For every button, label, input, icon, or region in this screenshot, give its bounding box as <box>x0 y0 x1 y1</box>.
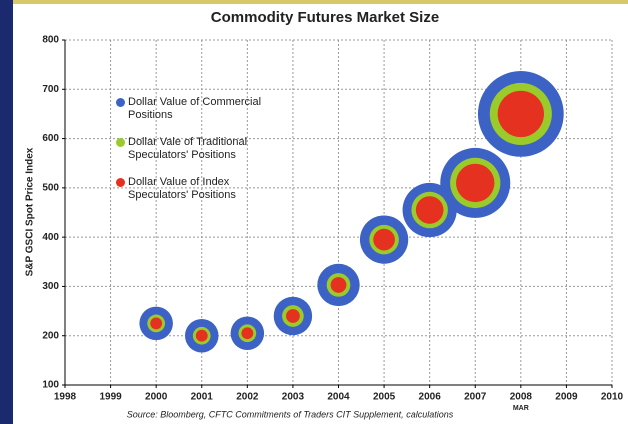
x-tick-label: 2001 <box>191 392 214 403</box>
legend-item: Dollar Value of Index Speculators' Posit… <box>116 176 268 202</box>
y-tick-label: 200 <box>42 330 59 341</box>
x-tick-label: 2004 <box>327 392 350 403</box>
x-tick-label: 2000 <box>145 392 168 403</box>
top-strip <box>0 0 628 4</box>
x-tick-label: 2009 <box>555 392 578 403</box>
source: Source: Bloomberg, CFTC Commitments of T… <box>127 409 454 419</box>
legend-swatch <box>116 138 125 147</box>
legend: Dollar Value of Commercial Positions Doll… <box>116 96 268 216</box>
bubble <box>286 309 300 323</box>
legend-label: Dollar Vale of Traditional Speculators' … <box>128 136 248 161</box>
bubble <box>330 277 347 293</box>
y-tick-label: 400 <box>42 232 59 243</box>
bubble <box>497 90 544 138</box>
y-tick-label: 800 <box>42 35 59 46</box>
y-tick-label: 300 <box>42 281 59 292</box>
bubble <box>373 228 395 251</box>
y-tick-label: 100 <box>42 380 59 391</box>
x-tick-label: 2010 <box>601 392 624 403</box>
y-tick-label: 500 <box>42 182 59 193</box>
legend-label: Dollar Value of Commercial Positions <box>128 96 262 121</box>
bubble <box>415 196 444 224</box>
side-photo <box>0 0 13 424</box>
x-tick-label: 1999 <box>99 392 122 403</box>
x-tick-label: 2007 <box>464 392 487 403</box>
legend-label: Dollar Value of Index Speculators' Posit… <box>128 176 236 201</box>
y-axis-label: S&P GSCI Spot Price Index <box>25 147 36 276</box>
x-tick-label: 2006 <box>419 392 442 403</box>
x-tick-label: 2002 <box>236 392 259 403</box>
bubble <box>241 327 254 340</box>
legend-item: Dollar Value of Commercial Positions <box>116 96 268 122</box>
bubble <box>456 163 495 203</box>
legend-swatch <box>116 178 125 187</box>
bubble <box>150 317 163 330</box>
x-tick-label: 2008 <box>510 392 533 403</box>
y-tick-label: 700 <box>42 84 59 95</box>
legend-item: Dollar Vale of Traditional Speculators' … <box>116 136 268 162</box>
annotation: MAR <box>513 405 529 412</box>
x-tick-label: 2003 <box>282 392 305 403</box>
x-tick-label: 2005 <box>373 392 396 403</box>
x-tick-label: 1998 <box>54 392 77 403</box>
bubble <box>195 329 208 342</box>
y-tick-label: 600 <box>42 133 59 144</box>
legend-swatch <box>116 98 125 107</box>
chart-title: Commodity Futures Market Size <box>211 9 439 26</box>
